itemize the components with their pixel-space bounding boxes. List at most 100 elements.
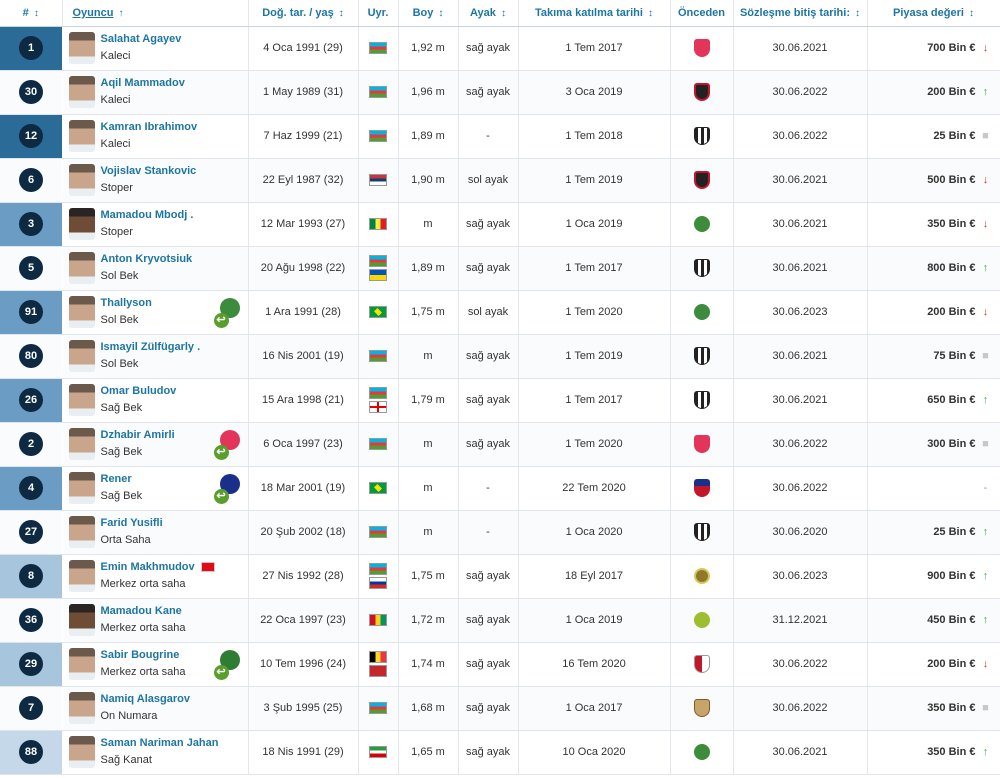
trend-down-icon: ↓: [982, 174, 989, 186]
birth-date: 12 Mar 1993 (27): [248, 202, 359, 247]
player-photo[interactable]: [68, 296, 95, 328]
previous-club-crest-icon[interactable]: [693, 655, 710, 673]
player-name-link[interactable]: Mamadou Mbodj .: [100, 209, 194, 221]
joined-date: 1 Oca 2017: [518, 686, 671, 731]
shirt-number-cell: 6: [0, 158, 63, 203]
player-name-link[interactable]: Thallyson: [100, 297, 152, 309]
previous-club-crest-icon[interactable]: [693, 39, 710, 57]
market-value-link[interactable]: 350 Bin €: [927, 702, 976, 714]
col-contract-header[interactable]: Sözleşme bitiş tarihi: ↕: [733, 0, 868, 27]
previous-club-crest-icon[interactable]: [693, 216, 710, 232]
previous-club-crest-icon[interactable]: [693, 568, 710, 584]
col-birth-header[interactable]: Doğ. tar. / yaş ↕: [248, 0, 359, 27]
player-photo[interactable]: [68, 120, 95, 152]
market-value-link[interactable]: 650 Bin €: [927, 394, 976, 406]
market-value-link[interactable]: 900 Bin €: [927, 570, 976, 582]
market-value-cell: 650 Bin € ↑: [867, 378, 1000, 423]
market-value-link[interactable]: 700 Bin €: [927, 42, 976, 54]
player-photo[interactable]: [68, 604, 95, 636]
col-height-header[interactable]: Boy ↕: [398, 0, 459, 27]
player-photo[interactable]: [68, 648, 95, 680]
previous-club-crest-icon[interactable]: [693, 259, 710, 277]
previous-club-crest-icon[interactable]: [693, 83, 710, 101]
player-name-link[interactable]: Omar Buludov: [100, 385, 177, 397]
previous-club-crest-icon[interactable]: [693, 127, 710, 145]
player-photo[interactable]: [68, 692, 95, 724]
col-num-header[interactable]: # ↕: [0, 0, 63, 27]
previous-club-crest-icon[interactable]: [693, 479, 710, 497]
market-value-link[interactable]: 75 Bin €: [933, 350, 976, 362]
previous-club-crest-icon[interactable]: [693, 744, 710, 760]
market-value-link[interactable]: 200 Bin €: [927, 658, 976, 670]
player-name-link[interactable]: Emin Makhmudov: [100, 561, 195, 573]
loan-arrow-icon: ↩: [213, 444, 229, 460]
player-name-link[interactable]: Kamran Ibrahimov: [100, 121, 198, 133]
previous-club-crest-icon[interactable]: [693, 347, 710, 365]
player-photo[interactable]: [68, 76, 95, 108]
player-photo[interactable]: [68, 560, 95, 592]
player-photo[interactable]: [68, 428, 95, 460]
player-name-link[interactable]: Mamadou Kane: [100, 605, 182, 617]
birth-date: 16 Nis 2001 (19): [248, 334, 359, 379]
loan-indicator[interactable]: ↩: [213, 473, 240, 504]
market-value-link[interactable]: 200 Bin €: [927, 306, 976, 318]
birth-date: 22 Eyl 1987 (32): [248, 158, 359, 203]
market-value-link[interactable]: 500 Bin €: [927, 174, 976, 186]
previous-club-cell: [670, 422, 734, 467]
market-value-link[interactable]: 300 Bin €: [927, 438, 976, 450]
player-photo[interactable]: [68, 252, 95, 284]
col-player-header[interactable]: Oyuncu ↑: [62, 0, 249, 27]
player-name-link[interactable]: Vojislav Stankovic: [100, 165, 197, 177]
player-photo[interactable]: [68, 32, 95, 64]
nationality-flag-icon: [369, 174, 387, 186]
shirt-number: 30: [19, 80, 43, 104]
market-value-link[interactable]: 800 Bin €: [927, 262, 976, 274]
height: m: [398, 422, 459, 467]
player-name-link[interactable]: Saman Nariman Jahan: [100, 737, 219, 749]
table-row: 2 Dzhabir Amirli Sağ Bek ↩ 6 Oca 1997 (2…: [0, 422, 1000, 467]
player-position: Sağ Bek: [100, 446, 143, 458]
market-value-link[interactable]: 350 Bin €: [927, 746, 976, 758]
col-foot-header[interactable]: Ayak ↕: [458, 0, 519, 27]
player-photo[interactable]: [68, 472, 95, 504]
col-joined-header[interactable]: Takıma katılma tarihi ↕: [518, 0, 671, 27]
player-photo[interactable]: [68, 516, 95, 548]
loan-indicator[interactable]: ↩: [213, 297, 240, 328]
previous-club-crest-icon[interactable]: [693, 612, 710, 628]
player-photo[interactable]: [68, 208, 95, 240]
player-name-link[interactable]: Namiq Alasgarov: [100, 693, 190, 705]
previous-club-crest-icon[interactable]: [693, 171, 710, 189]
previous-club-crest-icon[interactable]: [693, 304, 710, 320]
market-value-link[interactable]: 200 Bin €: [927, 86, 976, 98]
shirt-number: 4: [19, 476, 43, 500]
loan-indicator[interactable]: ↩: [213, 649, 240, 680]
previous-club-crest-icon[interactable]: [693, 699, 710, 717]
player-name-link[interactable]: Sabir Bougrine: [100, 649, 180, 661]
col-value-header[interactable]: Piyasa değeri ↕: [867, 0, 1000, 27]
player-photo[interactable]: [68, 736, 95, 768]
market-value-link[interactable]: 350 Bin €: [927, 218, 976, 230]
previous-club-crest-icon[interactable]: [693, 523, 710, 541]
previous-club-crest-icon[interactable]: [693, 435, 710, 453]
player-cell: Kamran Ibrahimov Kaleci: [62, 114, 249, 159]
loan-indicator[interactable]: ↩: [213, 429, 240, 460]
market-value-link[interactable]: 450 Bin €: [927, 614, 976, 626]
player-photo[interactable]: [68, 164, 95, 196]
player-name-link[interactable]: Anton Kryvotsiuk: [100, 253, 193, 265]
player-name-link[interactable]: Farid Yusifli: [100, 517, 163, 529]
player-name-link[interactable]: Salahat Agayev: [100, 33, 182, 45]
market-value-link[interactable]: 25 Bin €: [933, 526, 976, 538]
player-name-link[interactable]: Rener: [100, 473, 132, 485]
market-value-link[interactable]: 25 Bin €: [933, 130, 976, 142]
player-photo[interactable]: [68, 384, 95, 416]
shirt-number: 27: [19, 520, 43, 544]
nationality-flag-icon: [369, 482, 387, 494]
player-name-link[interactable]: Dzhabir Amirli: [100, 429, 175, 441]
player-name-link[interactable]: Ismayil Zülfügarly .: [100, 341, 201, 353]
previous-club-crest-icon[interactable]: [693, 391, 710, 409]
height: 1,74 m: [398, 642, 459, 687]
sort-icon: ↕: [855, 7, 861, 19]
player-photo[interactable]: [68, 340, 95, 372]
player-name-link[interactable]: Aqil Mammadov: [100, 77, 185, 89]
contract-end: 30.06.2020: [733, 510, 868, 555]
